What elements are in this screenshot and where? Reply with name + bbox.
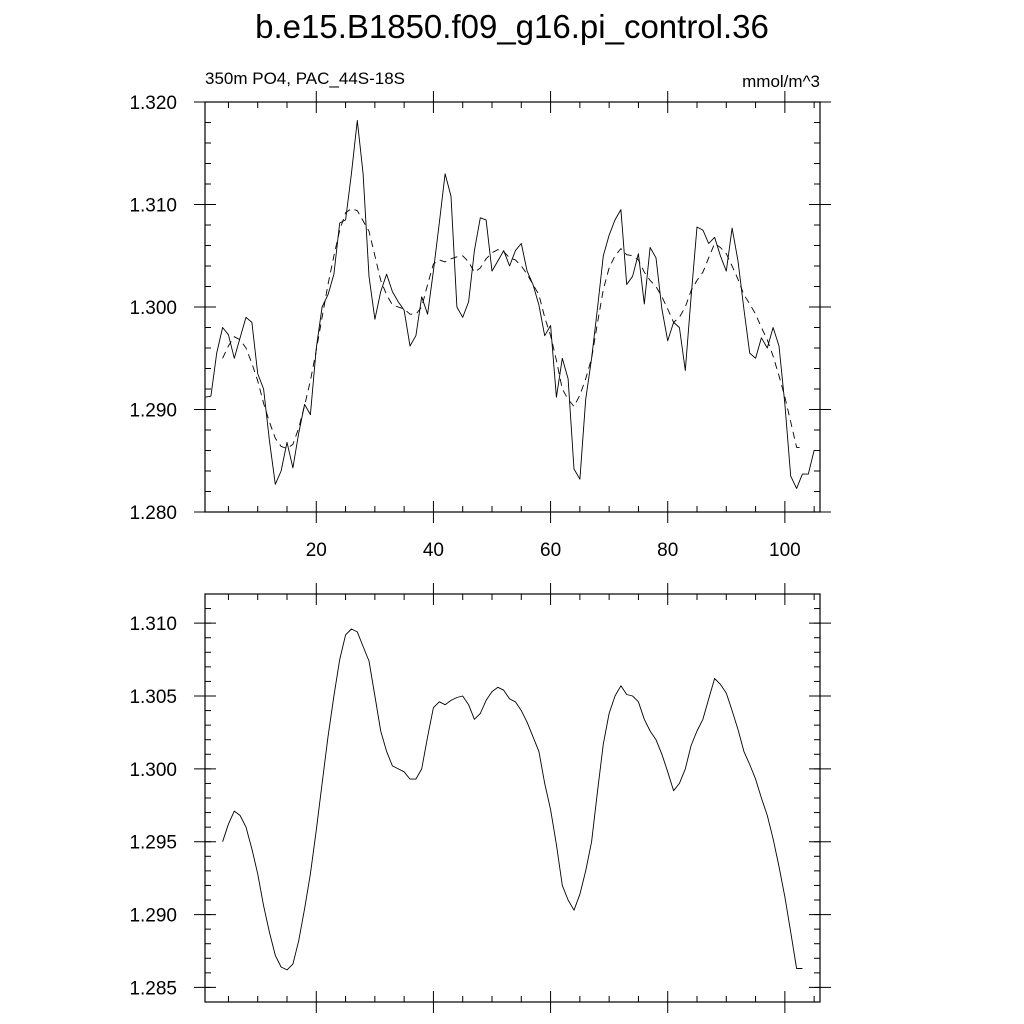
plot-frame bbox=[204, 593, 821, 1003]
y-tick-label: 1.305 bbox=[129, 687, 177, 708]
y-tick-label: 1.290 bbox=[129, 906, 177, 927]
y-tick-label: 1.320 bbox=[129, 93, 177, 114]
x-tick-label: 60 bbox=[540, 540, 561, 561]
left-string: 350m PO4, PAC_44S-18S bbox=[205, 69, 405, 88]
x-tick-label: 100 bbox=[769, 540, 801, 561]
y-tick-label: 1.290 bbox=[129, 401, 177, 422]
y-tick-label: 1.295 bbox=[129, 833, 177, 854]
top-panel: 20 40 60 80 100 1.280 1.290 1.300 1.310 1.320 350m… bbox=[129, 69, 831, 561]
y-tick-label: 1.310 bbox=[129, 196, 177, 217]
x-tick-label: 40 bbox=[423, 540, 444, 561]
x-tick-label: 20 bbox=[306, 540, 327, 561]
bottom-panel: 1.285 1.290 1.295 1.300 1.305 1.310 bbox=[129, 583, 831, 1013]
y-tick-label: 1.300 bbox=[129, 298, 177, 319]
y-tick-label: 1.300 bbox=[129, 760, 177, 781]
series-line bbox=[204, 120, 820, 489]
x-tick-label: 80 bbox=[657, 540, 678, 561]
right-string: mmol/m^3 bbox=[742, 72, 820, 91]
plot-frame bbox=[204, 101, 821, 513]
chart-title: b.e15.B1850.f09_g16.pi_control.36 bbox=[255, 8, 769, 45]
series-line bbox=[222, 628, 803, 971]
y-tick-label: 1.310 bbox=[129, 614, 177, 635]
y-tick-label: 1.280 bbox=[129, 503, 177, 524]
y-tick-label: 1.285 bbox=[129, 978, 177, 999]
